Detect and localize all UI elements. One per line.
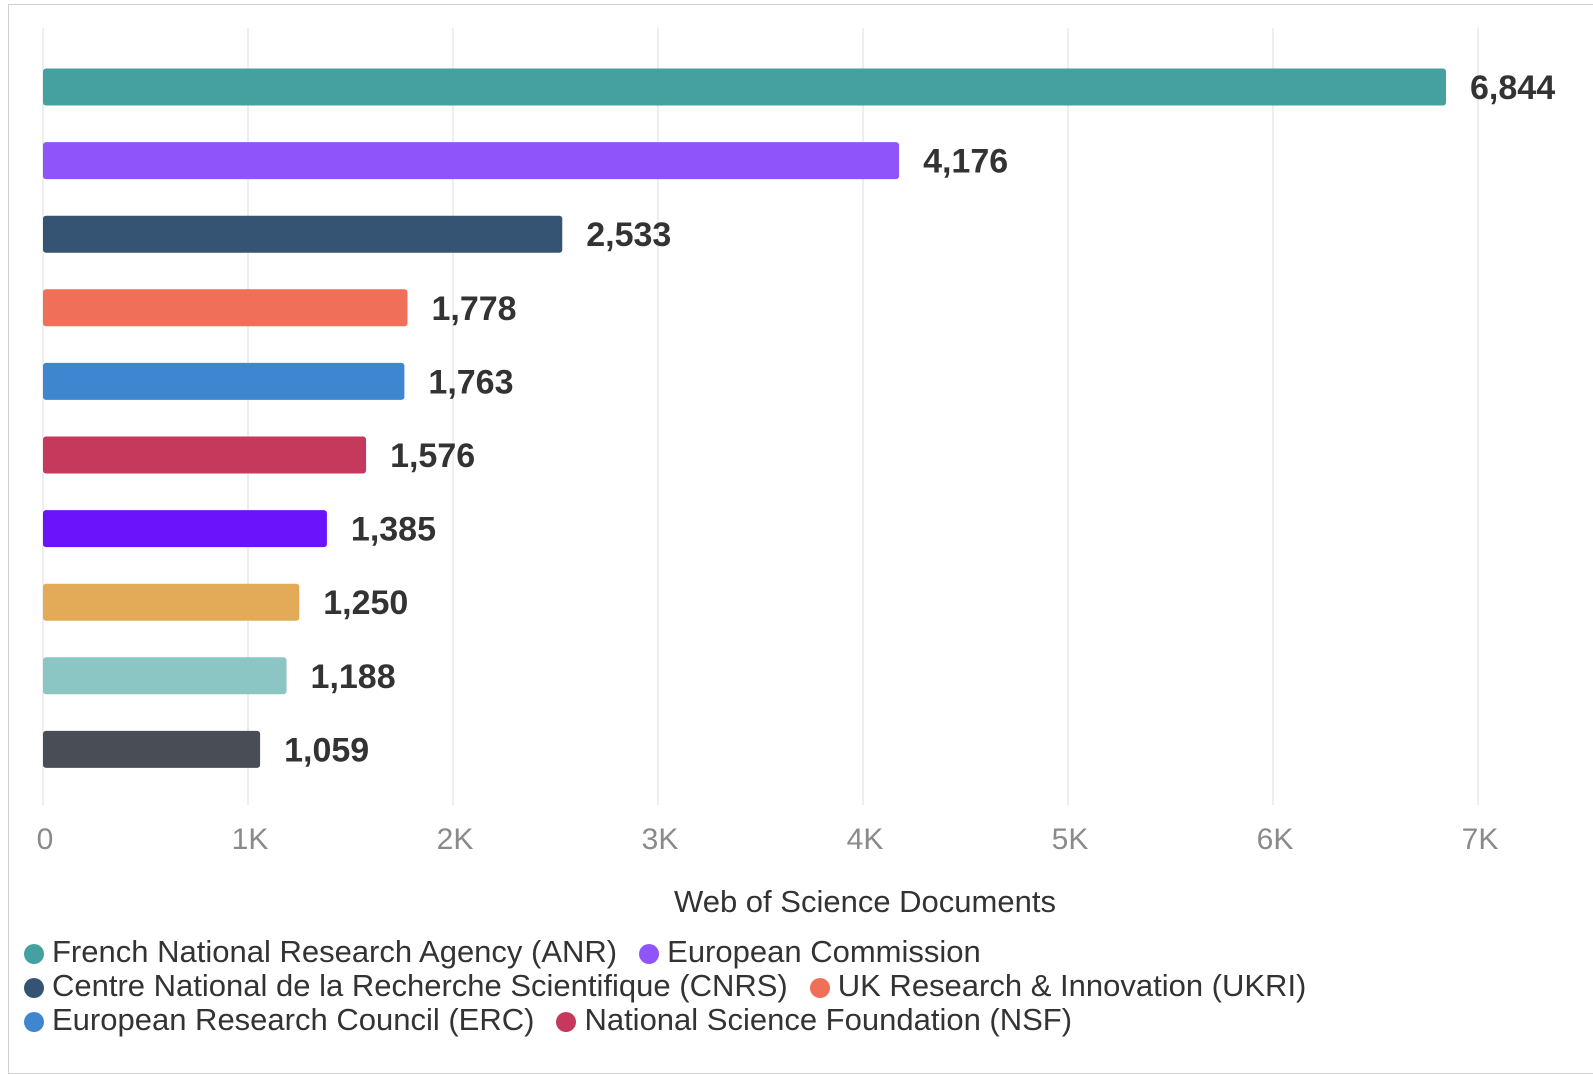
bar-value-label: 1,188: [311, 658, 396, 696]
x-tick-label: 1K: [232, 823, 269, 856]
legend-item[interactable]: UK Research & Innovation (UKRI): [809, 968, 1307, 1003]
x-tick-label: 2K: [437, 823, 474, 856]
x-tick-label: 5K: [1052, 823, 1089, 856]
bar[interactable]: [43, 657, 287, 695]
legend-label: European Research Council (ERC): [52, 1002, 535, 1037]
bar[interactable]: [43, 436, 367, 474]
legend-label: French National Research Agency (ANR): [52, 934, 618, 969]
bar-value-label: 2,533: [586, 216, 671, 254]
legend-row: European Research Council (ERC) National …: [24, 1003, 1584, 1037]
bar[interactable]: [43, 583, 300, 621]
legend-item[interactable]: European Research Council (ERC): [24, 1003, 534, 1037]
legend-label: National Science Foundation (NSF): [584, 1002, 1073, 1037]
legend-item[interactable]: National Science Foundation (NSF): [556, 1003, 1072, 1037]
bar[interactable]: [43, 68, 1447, 106]
x-tick-label: 4K: [847, 823, 884, 856]
bar-chart: 6,844 4,176 2,533 1,778 1,763 1,576 1,385 1,250…: [37, 28, 1555, 919]
bar-value-label: 1,385: [351, 511, 436, 549]
bar[interactable]: [43, 215, 563, 253]
legend: French National Research Agency (ANR) Eur…: [24, 935, 1584, 1037]
bar[interactable]: [43, 510, 327, 548]
legend-dot-icon: [24, 1012, 44, 1032]
bar-value-label: 1,250: [323, 584, 408, 622]
bars: 6,844 4,176 2,533 1,778 1,763 1,576 1,385 1,250…: [43, 68, 1555, 769]
bar[interactable]: [43, 730, 261, 768]
legend-item[interactable]: French National Research Agency (ANR): [24, 935, 617, 969]
legend-item[interactable]: Centre National de la Recherche Scientif…: [24, 969, 788, 1003]
x-tick-label: 3K: [642, 823, 679, 856]
bar-value-label: 1,576: [390, 437, 475, 475]
bar-value-label: 4,176: [923, 143, 1008, 181]
bar-value-label: 1,778: [431, 290, 516, 328]
legend-dot-icon: [24, 944, 44, 964]
x-axis-ticks: 0 1K 2K 3K 4K 5K 6K 7K: [37, 823, 1499, 856]
legend-item[interactable]: European Commission: [639, 935, 981, 969]
bar-value-label: 1,763: [428, 363, 513, 401]
x-tick-label: 7K: [1462, 823, 1499, 856]
legend-dot-icon: [809, 978, 830, 998]
bar[interactable]: [43, 362, 405, 400]
bar[interactable]: [43, 142, 900, 180]
legend-dot-icon: [24, 978, 44, 998]
bar-value-label: 6,844: [1470, 69, 1555, 107]
legend-label: UK Research & Innovation (UKRI): [837, 968, 1307, 1003]
legend-row: Centre National de la Recherche Scientif…: [24, 969, 1584, 1003]
legend-row: French National Research Agency (ANR) Eur…: [24, 935, 1584, 969]
x-tick-label: 0: [37, 823, 54, 856]
bar-value-label: 1,059: [284, 731, 369, 769]
x-axis-label: Web of Science Documents: [674, 884, 1056, 919]
x-tick-label: 6K: [1257, 823, 1294, 856]
bar[interactable]: [43, 289, 408, 327]
legend-label: European Commission: [667, 934, 981, 969]
legend-label: Centre National de la Recherche Scientif…: [52, 968, 788, 1003]
legend-dot-icon: [639, 944, 660, 964]
legend-dot-icon: [556, 1012, 577, 1032]
